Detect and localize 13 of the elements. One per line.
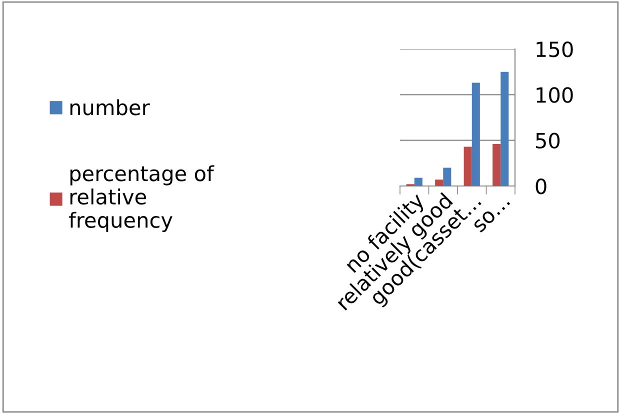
y-tick-label: 50 [536,132,560,149]
bar [464,146,472,186]
bar [443,168,452,186]
legend-label: number [70,99,150,116]
bar [414,178,422,186]
y-tick-label: 0 [536,178,546,194]
bar [500,72,509,186]
y-tick-label: 150 [536,41,573,58]
bar [492,144,501,186]
legend-label: percentage of relative frequency [69,165,214,232]
bar [435,180,444,186]
bar [472,82,480,186]
y-tick-label: 100 [536,87,573,103]
